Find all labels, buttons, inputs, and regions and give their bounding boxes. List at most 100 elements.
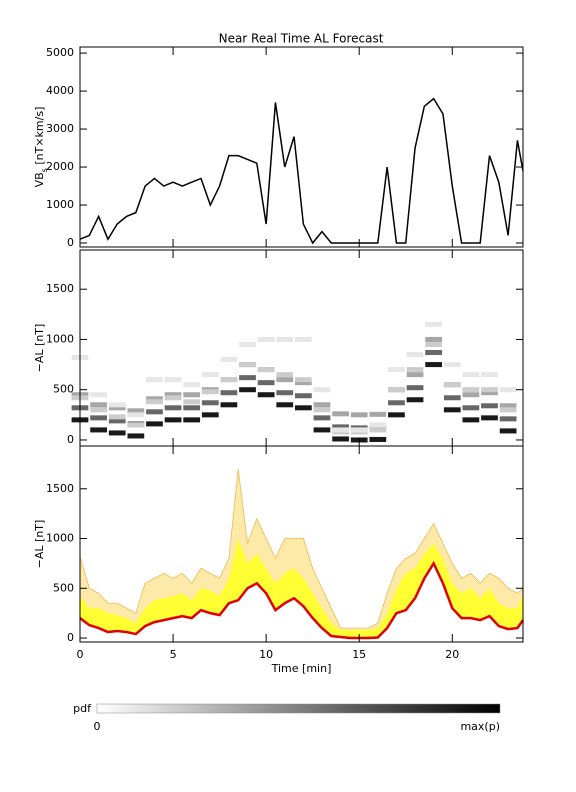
pdf-cell bbox=[276, 402, 294, 408]
pdf-cell bbox=[220, 377, 238, 383]
y-tick-label: 1000 bbox=[46, 532, 74, 545]
y-axis-label: −AL [nT] bbox=[33, 324, 46, 373]
pdf-cell bbox=[499, 428, 517, 434]
x-axis-label: Time [min] bbox=[271, 662, 332, 675]
pdf-cell bbox=[127, 412, 145, 418]
pdf-cell bbox=[239, 341, 256, 347]
y-tick-label: 1000 bbox=[46, 198, 74, 211]
pdf-cell bbox=[183, 392, 201, 398]
pdf-cell bbox=[332, 427, 349, 433]
x-tick-label: 15 bbox=[352, 648, 366, 661]
pdf-cell bbox=[388, 367, 405, 373]
pdf-cell bbox=[183, 382, 201, 388]
pdf-cell bbox=[462, 417, 480, 423]
pdf-cell bbox=[183, 417, 201, 423]
chart-title: Near Real Time AL Forecast bbox=[219, 32, 384, 46]
x-tick-label: 10 bbox=[259, 648, 273, 661]
y-axis-label-part: s bbox=[40, 168, 49, 172]
pdf-cell bbox=[294, 377, 312, 383]
data-line bbox=[79, 97, 524, 245]
pdf-cell bbox=[220, 390, 238, 396]
pdf-cell bbox=[276, 390, 294, 396]
pdf-cell bbox=[406, 397, 424, 403]
pdf-cell bbox=[350, 412, 368, 418]
pdf-cell bbox=[425, 336, 443, 342]
y-axis-label-part: [nT×km/s] bbox=[33, 107, 46, 169]
pdf-cell bbox=[499, 416, 517, 422]
colorbar bbox=[96, 703, 501, 714]
plot-frame bbox=[79, 445, 524, 643]
pdf-cell bbox=[462, 392, 480, 398]
pdf-cell bbox=[164, 392, 182, 398]
pdf-cell bbox=[164, 395, 182, 401]
pdf-cell bbox=[313, 402, 331, 408]
pdf-cell bbox=[481, 387, 498, 393]
y-tick-label: 0 bbox=[67, 236, 74, 249]
pdf-cell bbox=[108, 430, 126, 436]
pdf-cell bbox=[499, 387, 517, 393]
pdf-cell bbox=[425, 321, 443, 327]
pdf-cell bbox=[276, 372, 294, 378]
y-axis-label: VBs [nT×km/s] bbox=[33, 107, 49, 188]
pdf-cell bbox=[164, 405, 182, 411]
forecast-band bbox=[80, 538, 523, 639]
pdf-cell bbox=[90, 415, 107, 421]
pdf-cell bbox=[462, 387, 480, 393]
pdf-cell bbox=[127, 433, 145, 439]
pdf-cell bbox=[257, 336, 275, 342]
pdf-cell bbox=[183, 405, 201, 411]
pdf-cell bbox=[294, 405, 312, 411]
pdf-cell bbox=[332, 411, 349, 417]
pdf-cell bbox=[443, 395, 461, 401]
x-tick-label: 0 bbox=[77, 648, 84, 661]
pdf-cell bbox=[201, 412, 219, 418]
colorbar-min: 0 bbox=[94, 720, 101, 733]
pdf-cell bbox=[276, 336, 294, 342]
pdf-cell bbox=[462, 372, 480, 378]
pdf-cell bbox=[406, 367, 424, 373]
pdf-cell bbox=[425, 350, 443, 356]
pdf-cell bbox=[481, 372, 498, 378]
pdf-cell bbox=[127, 422, 145, 428]
y-tick-label: 1000 bbox=[46, 332, 74, 345]
pdf-cell bbox=[294, 380, 312, 386]
pdf-cell bbox=[146, 421, 163, 427]
y-tick-label: 3000 bbox=[46, 122, 74, 135]
pdf-cell bbox=[313, 407, 331, 413]
y-tick-label: 1500 bbox=[46, 282, 74, 295]
pdf-cell bbox=[481, 390, 498, 396]
pdf-cell bbox=[201, 372, 219, 378]
pdf-cell bbox=[183, 399, 201, 405]
pdf-cell bbox=[90, 427, 107, 433]
pdf-cell bbox=[388, 387, 405, 393]
y-axis-label-part: VB bbox=[33, 172, 46, 187]
pdf-cell bbox=[332, 424, 349, 430]
pdf-cell bbox=[499, 407, 517, 413]
pdf-cell bbox=[146, 399, 163, 405]
pdf-cell bbox=[276, 377, 294, 383]
pdf-cell bbox=[313, 387, 331, 393]
y-tick-label: 0 bbox=[67, 631, 74, 644]
pdf-cell bbox=[239, 387, 256, 393]
pdf-cell bbox=[127, 408, 145, 414]
pdf-cell bbox=[425, 362, 443, 368]
pdf-cell bbox=[406, 352, 424, 358]
pdf-cell bbox=[90, 402, 107, 408]
colorbar-label: pdf bbox=[73, 702, 92, 715]
pdf-cell bbox=[406, 385, 424, 391]
x-tick-label: 20 bbox=[445, 648, 459, 661]
pdf-cell bbox=[369, 411, 387, 417]
pdf-cell bbox=[146, 409, 163, 415]
pdf-cell bbox=[332, 436, 349, 442]
pdf-cell bbox=[146, 396, 163, 402]
pdf-cell bbox=[220, 402, 238, 408]
pdf-cell bbox=[201, 400, 219, 406]
pdf-cell bbox=[239, 362, 256, 368]
pdf-cell bbox=[313, 415, 331, 421]
pdf-cell bbox=[257, 380, 275, 386]
pdf-cell bbox=[257, 367, 275, 373]
pdf-cell bbox=[462, 405, 480, 411]
pdf-cell bbox=[201, 389, 219, 395]
